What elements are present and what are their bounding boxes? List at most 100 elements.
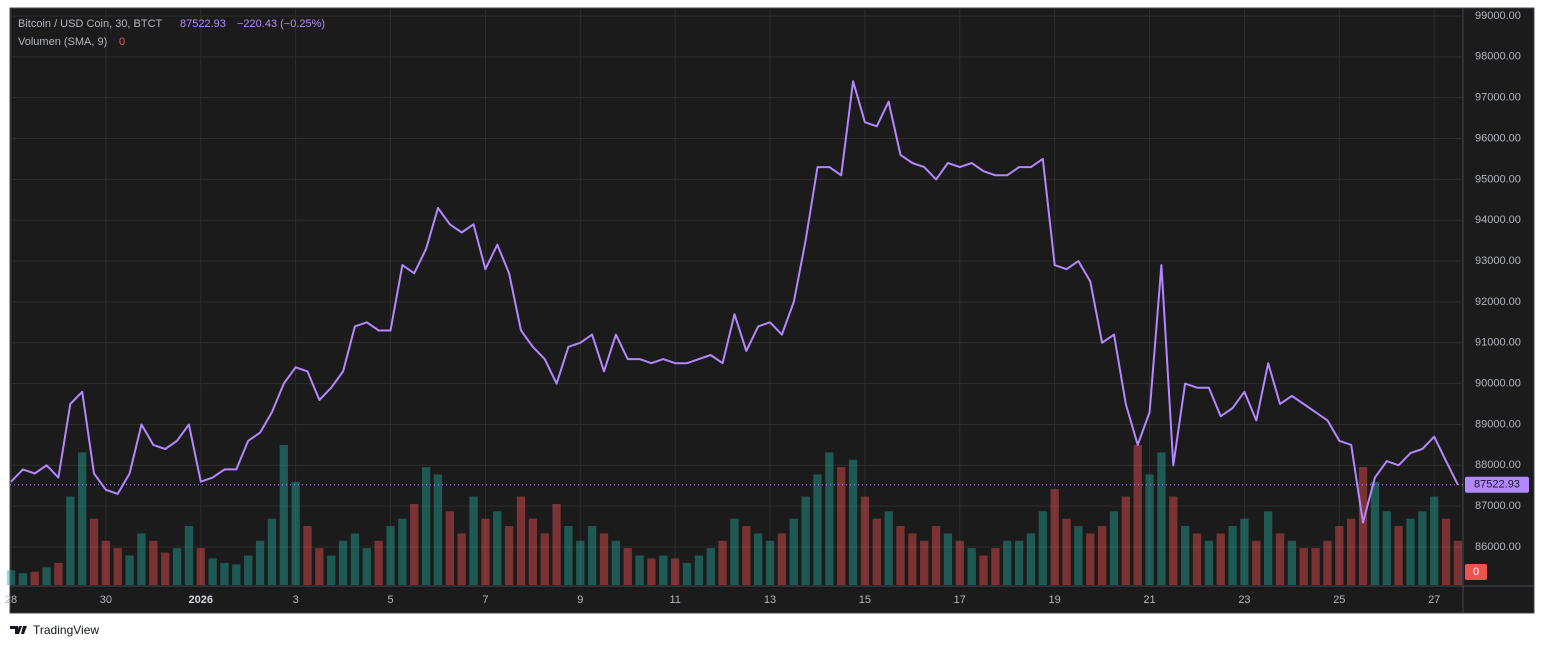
volume-bar <box>647 558 656 585</box>
volume-bar <box>6 570 16 585</box>
volume-bar <box>1097 526 1107 585</box>
volume-bar <box>220 562 229 585</box>
volume-bar <box>172 548 182 585</box>
legend-change: −220.43 (−0.25%) <box>237 18 325 30</box>
volume-bar <box>42 567 51 585</box>
volume-bar <box>101 540 111 585</box>
volume-bar <box>813 474 822 585</box>
volume-bar <box>469 496 478 585</box>
volume-bar <box>789 518 798 585</box>
volume-bar <box>1026 533 1036 585</box>
volume-bar <box>1287 540 1297 585</box>
x-tick-label: 30 <box>100 594 112 606</box>
volume-bar <box>931 526 941 585</box>
volume-bar <box>1311 548 1320 585</box>
volume-legend-value: 0 <box>119 36 125 48</box>
legend-title: Bitcoin / USD Coin, 30, BTCT <box>18 18 163 30</box>
volume-bar <box>113 548 122 585</box>
volume-bar <box>777 533 787 585</box>
volume-bar <box>552 503 561 585</box>
y-tick-label: 87000.00 <box>1475 500 1521 512</box>
volume-bar <box>1347 518 1356 585</box>
volume-bar <box>801 496 810 585</box>
legend-last-price: 87522.93 <box>180 18 226 30</box>
volume-bar <box>671 558 680 585</box>
volume-bar <box>694 555 704 585</box>
volume-bar <box>1299 548 1308 585</box>
x-tick-label: 21 <box>1143 594 1155 606</box>
y-tick-label: 94000.00 <box>1475 214 1521 226</box>
volume-bar <box>493 511 502 585</box>
volume-bar <box>635 555 644 585</box>
volume-bar <box>137 533 146 585</box>
volume-bar <box>78 452 87 585</box>
volume-bar <box>611 540 621 585</box>
volume-bar <box>682 562 692 585</box>
volume-bar <box>896 526 905 585</box>
volume-bar <box>1145 474 1154 585</box>
volume-bar <box>255 540 265 585</box>
volume-bar <box>659 555 668 585</box>
volume-bar <box>1370 481 1380 585</box>
volume-bar <box>161 552 170 585</box>
volume-bar <box>445 511 454 585</box>
volume-bar <box>338 540 348 585</box>
volume-bar <box>623 548 632 585</box>
y-tick-label: 96000.00 <box>1475 132 1521 144</box>
volume-bar <box>1406 518 1415 585</box>
x-tick-label: 27 <box>1428 594 1440 606</box>
volume-bar <box>1204 540 1214 585</box>
volume-bar <box>433 474 443 585</box>
brand-logo <box>10 626 27 634</box>
volume-bar <box>599 533 609 585</box>
volume-bar <box>184 526 194 585</box>
volume-bar <box>1323 540 1332 585</box>
volume-bar <box>54 562 63 585</box>
last-price-badge <box>1465 476 1529 493</box>
price-line <box>10 80 1459 524</box>
volume-bar <box>564 526 573 585</box>
x-tick-label: 28 <box>5 594 17 606</box>
volume-bar <box>481 518 490 585</box>
volume-bar <box>1050 489 1059 585</box>
volume-bar <box>540 533 549 585</box>
volume-bar <box>1192 533 1202 585</box>
y-tick-label: 90000.00 <box>1475 378 1521 390</box>
volume-bar <box>1062 518 1071 585</box>
volume-bar <box>979 555 988 585</box>
x-tick-label: 11 <box>669 594 680 606</box>
volume-bar <box>410 503 419 585</box>
volume-bar <box>528 518 537 585</box>
last-price-label: 87522.93 <box>1474 479 1520 491</box>
volume-bar <box>374 540 383 585</box>
volume-badge-label: 0 <box>1473 566 1479 578</box>
volume-bar <box>943 533 953 585</box>
volume-bar <box>742 526 751 585</box>
volume-bar <box>1418 511 1427 585</box>
volume-bar <box>955 540 964 585</box>
volume-bar <box>1074 526 1083 585</box>
volume-bar <box>208 558 217 585</box>
volume-bar <box>872 518 881 585</box>
y-tick-label: 99000.00 <box>1475 10 1521 22</box>
volume-bar <box>1121 496 1130 585</box>
y-tick-label: 92000.00 <box>1475 296 1521 308</box>
volume-pane <box>6 445 1463 585</box>
volume-bar <box>837 467 846 585</box>
volume-bar <box>920 540 929 585</box>
grid <box>10 8 1463 585</box>
x-tick-label: 5 <box>387 594 393 606</box>
volume-bar <box>291 481 300 585</box>
volume-bar <box>1157 452 1166 585</box>
volume-bar <box>1430 496 1439 585</box>
x-tick-label: 9 <box>577 594 583 606</box>
volume-bar <box>18 573 28 585</box>
y-tick-label: 89000.00 <box>1475 418 1521 430</box>
x-tick-label: 7 <box>482 594 488 606</box>
volume-bar <box>1275 533 1285 585</box>
volume-bar <box>765 540 775 585</box>
volume-bar <box>350 533 360 585</box>
volume-bar <box>196 548 205 585</box>
volume-bar <box>1014 540 1024 585</box>
